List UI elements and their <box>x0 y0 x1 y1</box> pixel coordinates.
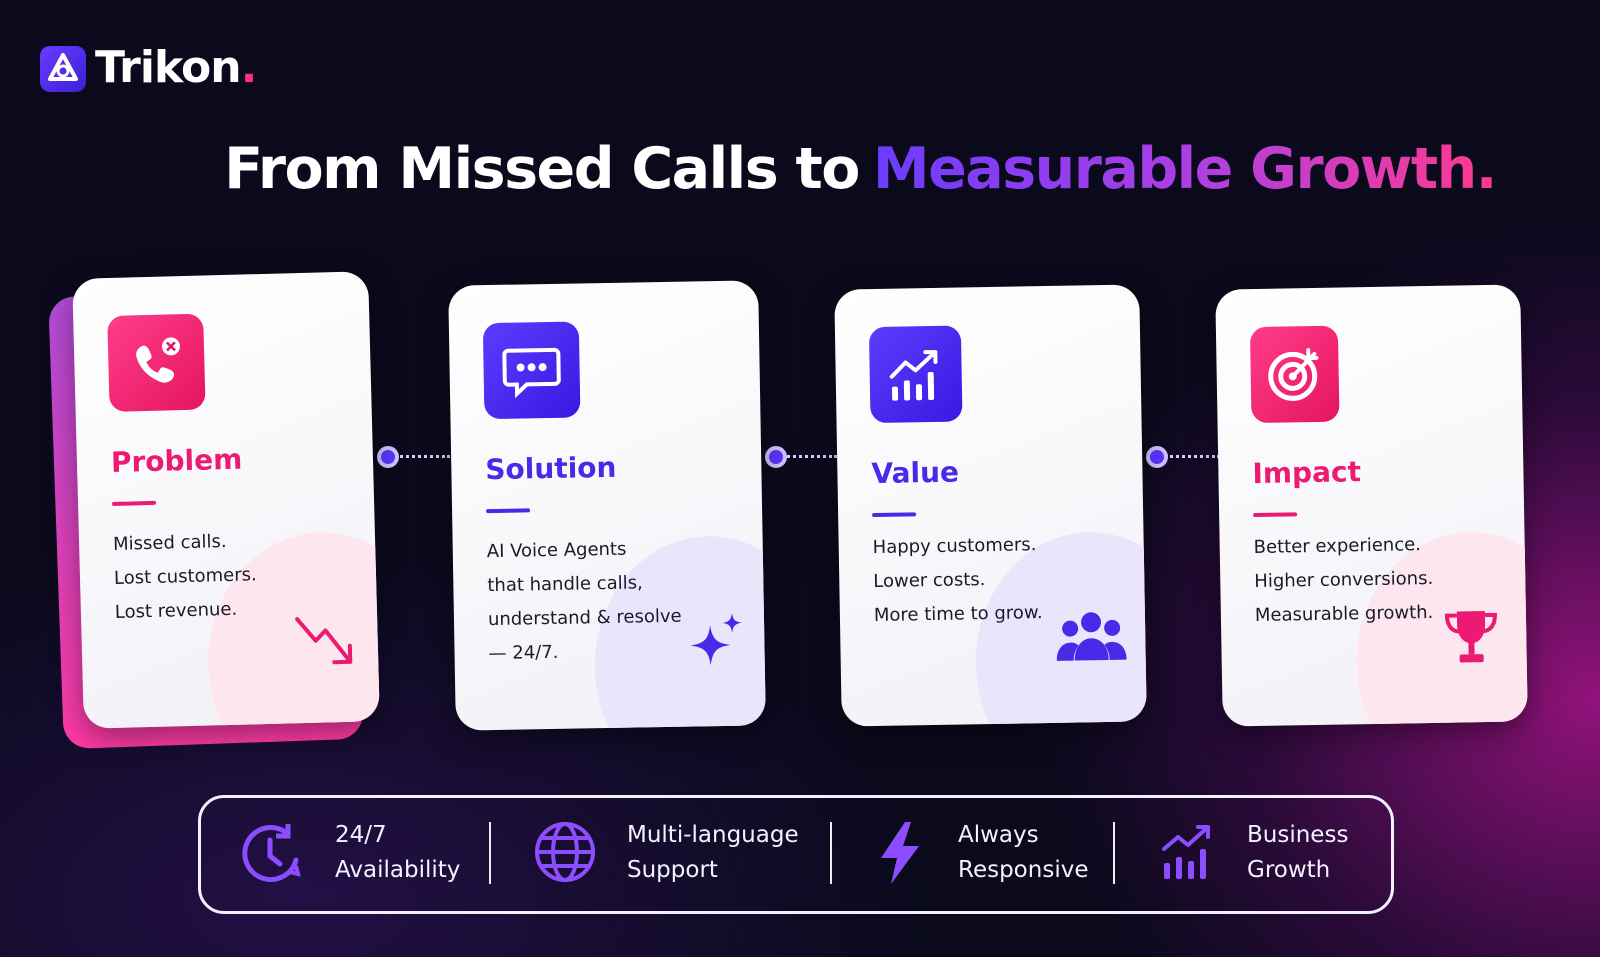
connector <box>1165 455 1220 458</box>
card-title: Impact <box>1252 455 1362 491</box>
card-line: More time to grow. <box>873 602 1043 627</box>
card-line: that handle calls, <box>487 572 643 597</box>
feature-line: Availability <box>335 857 461 883</box>
card-text: Better experience. Higher conversions. Mea… <box>1253 528 1434 633</box>
card-line: Lower costs. <box>873 569 986 593</box>
feature-line: Responsive <box>958 857 1089 883</box>
feature-line: Always <box>958 822 1039 848</box>
bolt-icon <box>881 822 919 884</box>
feature-line: Multi-language <box>627 822 799 848</box>
card-underline <box>486 508 531 514</box>
card-line: Higher conversions. <box>1254 567 1434 593</box>
card: Problem Missed calls. Lost customers. Lost… <box>72 271 380 729</box>
divider <box>489 822 491 884</box>
card-title: Problem <box>110 442 243 479</box>
card-underline <box>112 500 157 506</box>
card-icon <box>482 321 581 420</box>
card-line: Measurable growth. <box>1254 601 1434 627</box>
card: Impact Better experience. Higher conversi… <box>1215 284 1528 727</box>
feature-line: Business <box>1247 822 1349 848</box>
card: Solution AI Voice Agents that handle call… <box>448 280 766 731</box>
trend-down-icon <box>295 617 353 665</box>
card: Value Happy customers. Lower costs. More t… <box>834 284 1147 727</box>
card-text: Missed calls. Lost customers. Lost revenue… <box>113 524 258 630</box>
trophy-icon <box>1444 611 1497 663</box>
brand: Trikon. <box>95 42 258 93</box>
card-line: AI Voice Agents <box>486 538 627 563</box>
card-underline <box>1253 512 1298 518</box>
card-line: Missed calls. <box>112 531 227 555</box>
feature-bar <box>198 795 1394 914</box>
sparkle-icon <box>690 612 743 666</box>
card-underline <box>872 512 917 518</box>
card-icon <box>107 313 206 413</box>
headline-lead: From Missed Calls to <box>224 136 860 202</box>
people-icon <box>1056 612 1127 661</box>
connector <box>395 455 450 458</box>
connector-node <box>377 446 399 468</box>
divider <box>1113 822 1115 884</box>
card-line: Happy customers. <box>872 534 1037 559</box>
connector <box>782 455 837 458</box>
feature-line: Support <box>627 857 718 883</box>
globe-icon <box>535 822 595 882</box>
feature-line: Growth <box>1247 857 1331 883</box>
card-line: Lost customers. <box>113 564 257 589</box>
feature-line: 24/7 <box>335 822 387 848</box>
card-title: Solution <box>485 450 617 487</box>
brand-name: Trikon <box>95 42 242 93</box>
card-icon <box>1249 325 1340 424</box>
card-line: Better experience. <box>1253 534 1422 559</box>
headline: From Missed Calls to Measurable Growth. <box>0 136 1600 202</box>
clock-icon <box>242 824 301 883</box>
brand-dot: . <box>240 42 258 93</box>
card-text: Happy customers. Lower costs. More time to… <box>872 528 1043 633</box>
connector-node <box>765 446 787 468</box>
card-text: AI Voice Agents that handle calls, underst… <box>486 532 682 671</box>
card-title: Value <box>871 455 960 491</box>
feature-text: Business Growth <box>1247 818 1348 888</box>
feature-text: 24/7 Availability <box>335 818 460 888</box>
growth-icon <box>1162 825 1210 879</box>
card-icon <box>868 325 963 424</box>
card-line: understand & resolve <box>487 605 682 631</box>
headline-highlight: Measurable Growth. <box>872 136 1497 202</box>
connector-node <box>1146 446 1168 468</box>
logo <box>40 46 86 92</box>
card-line: Lost revenue. <box>114 598 238 623</box>
feature-text: Multi-language Support <box>627 818 799 888</box>
card-line: — 24/7. <box>488 641 559 665</box>
divider <box>830 822 832 884</box>
feature-text: Always Responsive <box>958 818 1088 888</box>
